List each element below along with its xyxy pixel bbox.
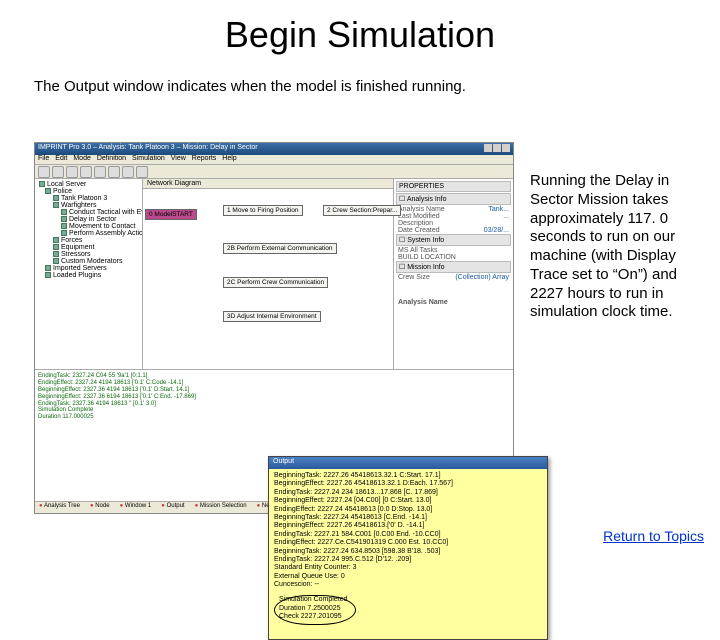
prop-row: Description bbox=[396, 220, 511, 227]
prop-group: ☐ Analysis Info bbox=[396, 193, 511, 205]
prop-row: Analysis NameTank... bbox=[396, 206, 511, 213]
return-link[interactable]: Return to Topics bbox=[603, 528, 704, 544]
menu-item[interactable]: Definition bbox=[97, 155, 126, 162]
toolbar-button[interactable] bbox=[80, 166, 92, 178]
tree-item[interactable]: Warfighters bbox=[37, 202, 140, 209]
tree-item[interactable]: Movement to Contact bbox=[37, 223, 140, 230]
menu-item[interactable]: Edit bbox=[55, 155, 67, 162]
titlebar: IMPRINT Pro 3.0 – Analysis: Tank Platoon… bbox=[35, 143, 513, 155]
properties-header: PROPERTIES bbox=[396, 181, 511, 192]
statusbar-item[interactable]: Node bbox=[90, 503, 110, 512]
tree-item[interactable]: Imported Servers bbox=[37, 265, 140, 272]
tree-item[interactable]: Loaded Plugins bbox=[37, 272, 140, 279]
tree-item[interactable]: Police bbox=[37, 188, 140, 195]
tree-item[interactable]: Custom Moderators bbox=[37, 258, 140, 265]
node-2b[interactable]: 2B Perform External Communication bbox=[223, 243, 337, 254]
toolbar-button[interactable] bbox=[122, 166, 134, 178]
prop-group: ☐ System Info bbox=[396, 234, 511, 246]
diagram-body: 0 ModelSTART 1 Move to Firing Position 2… bbox=[143, 189, 393, 197]
tree-item[interactable]: Tank Platoon 3 bbox=[37, 195, 140, 202]
node-2c[interactable]: 2C Perform Crew Communication bbox=[223, 277, 328, 288]
screenshot-area: IMPRINT Pro 3.0 – Analysis: Tank Platoon… bbox=[34, 142, 514, 514]
menubar[interactable]: File Edit Mode Definition Simulation View Repo… bbox=[35, 155, 513, 165]
tree-item[interactable]: Equipment bbox=[37, 244, 140, 251]
toolbar-button[interactable] bbox=[108, 166, 120, 178]
menu-item[interactable]: Help bbox=[222, 155, 236, 162]
tree-item[interactable]: Perform Assembly Actions in Area bbox=[37, 230, 140, 237]
menu-item[interactable]: Mode bbox=[73, 155, 91, 162]
page-title: Begin Simulation bbox=[0, 14, 720, 56]
tree-item[interactable]: Forces bbox=[37, 237, 140, 244]
node-1[interactable]: 1 Move to Firing Position bbox=[223, 205, 303, 216]
prop-row: MS All Tasks bbox=[396, 247, 511, 254]
tree-item[interactable]: Conduct Tactical with Eval. of Accessibi… bbox=[37, 209, 140, 216]
statusbar-item[interactable]: Analysis Tree bbox=[39, 503, 80, 512]
toolbar[interactable] bbox=[35, 165, 513, 179]
toolbar-button[interactable] bbox=[136, 166, 148, 178]
side-description: Running the Delay in Sector Mission take… bbox=[530, 172, 706, 322]
window-controls[interactable] bbox=[483, 144, 510, 154]
statusbar-item[interactable]: Mission Selection bbox=[195, 503, 247, 512]
output-popup-body: BeginningTask: 2227.26 45418613.32.1 C:S… bbox=[269, 469, 547, 639]
menu-item[interactable]: Simulation bbox=[132, 155, 165, 162]
node-3[interactable]: 3D Adjust Internal Environment bbox=[223, 311, 321, 322]
prop-row: Date Created03/28/... bbox=[396, 227, 511, 234]
output-popup-title: Output bbox=[269, 457, 547, 469]
subtitle: The Output window indicates when the mod… bbox=[34, 78, 720, 95]
diagram-panel[interactable]: Network Diagram 0 ModelSTART 1 Move to F… bbox=[143, 179, 393, 369]
menu-item[interactable]: View bbox=[171, 155, 186, 162]
properties-panel: PROPERTIES ☐ Analysis InfoAnalysis NameT… bbox=[393, 179, 513, 369]
tree-item[interactable]: Local Server bbox=[37, 181, 140, 188]
node-start[interactable]: 0 ModelSTART bbox=[145, 209, 197, 220]
menu-item[interactable]: Reports bbox=[192, 155, 217, 162]
statusbar-item[interactable]: Output bbox=[161, 503, 184, 512]
toolbar-button[interactable] bbox=[38, 166, 50, 178]
toolbar-button[interactable] bbox=[66, 166, 78, 178]
statusbar-item[interactable]: Window 1 bbox=[120, 503, 152, 512]
diagram-tab[interactable]: Network Diagram bbox=[143, 179, 393, 189]
prop-row: Last Modified... bbox=[396, 213, 511, 220]
tree-item[interactable]: Stressors bbox=[37, 251, 140, 258]
prop-row: BUILD LOCATION bbox=[396, 254, 511, 261]
toolbar-button[interactable] bbox=[52, 166, 64, 178]
tree-panel[interactable]: Local ServerPoliceTank Platoon 3Warfight… bbox=[35, 179, 143, 369]
output-popup: Output BeginningTask: 2227.26 45418613.3… bbox=[268, 456, 548, 640]
tree-item[interactable]: Delay in Sector bbox=[37, 216, 140, 223]
menu-item[interactable]: File bbox=[38, 155, 49, 162]
app-title: IMPRINT Pro 3.0 – Analysis: Tank Platoon… bbox=[38, 144, 258, 154]
toolbar-button[interactable] bbox=[94, 166, 106, 178]
node-2[interactable]: 2 Crew Section:Prepar... bbox=[323, 205, 401, 216]
prop-row: Crew Size(Collection) Array bbox=[396, 274, 511, 281]
prop-group: ☐ Mission Info bbox=[396, 261, 511, 273]
